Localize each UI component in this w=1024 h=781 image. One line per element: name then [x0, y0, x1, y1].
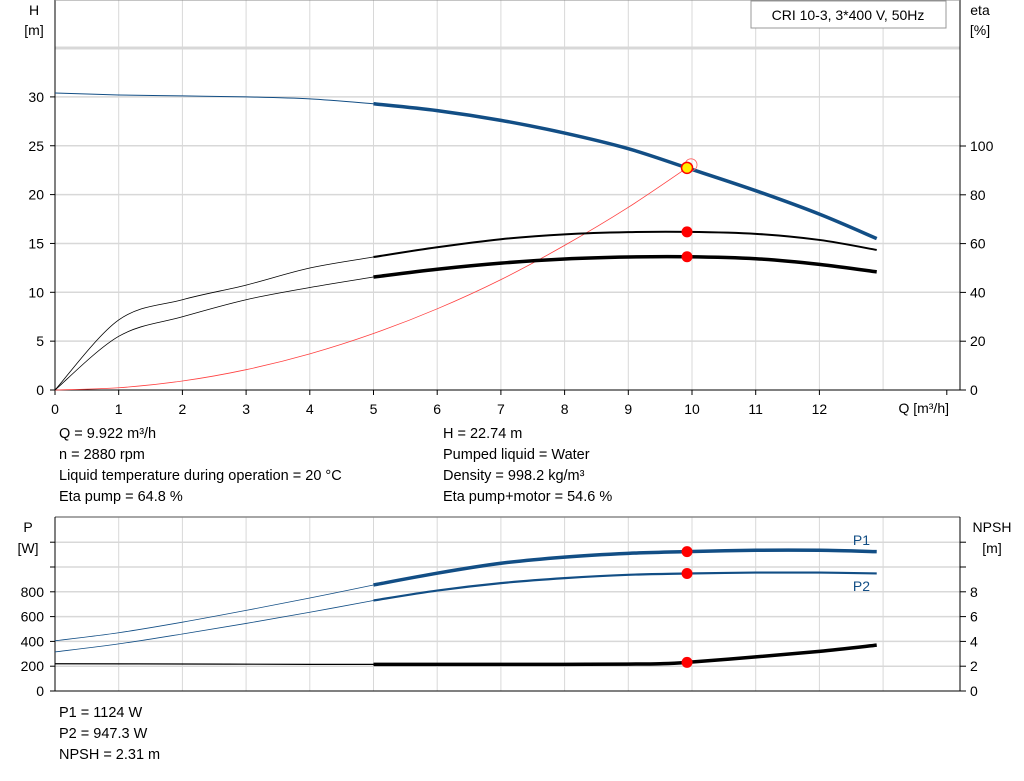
- info-top-right: H = 22.74 m Pumped liquid = Water Densit…: [443, 424, 612, 508]
- y-axis-label-right: NPSH: [973, 519, 1012, 535]
- y-tick-label-left: 0: [36, 382, 44, 398]
- eta-pump-curve: [373, 230, 877, 259]
- x-tick-label: 6: [433, 401, 441, 417]
- info-speed: n = 2880 rpm: [59, 447, 145, 463]
- info-temperature: Liquid temperature during operation = 20…: [59, 468, 342, 484]
- y-tick-label-right: 20: [970, 333, 986, 349]
- y-tick-label-right: 60: [970, 236, 986, 252]
- info-top-left: Q = 9.922 m³/h n = 2880 rpm Liquid tempe…: [59, 424, 342, 508]
- y-tick-label-left: 600: [21, 609, 45, 625]
- y-axis-label-left: H: [29, 2, 39, 18]
- info-eta-pump-motor: Eta pump+motor = 54.6 %: [443, 489, 613, 505]
- y-tick-label-left: 800: [21, 584, 45, 600]
- duty-point-head: [680, 161, 694, 175]
- info-head: H = 22.74 m: [443, 426, 523, 442]
- y-tick-label-left: 400: [21, 633, 45, 649]
- y-tick-label-left: 15: [28, 235, 44, 251]
- x-tick-label: 11: [748, 401, 763, 417]
- y-tick-label-left: 5: [36, 333, 44, 349]
- y-tick-label-left: 0: [36, 683, 44, 699]
- duty-point-p1: [681, 546, 693, 558]
- y-tick-label-right: 6: [970, 609, 978, 625]
- y-tick-label-left: 10: [28, 284, 44, 300]
- p1-curve: [373, 548, 877, 587]
- x-tick-label: 3: [242, 401, 250, 417]
- y-tick-label-right: 80: [970, 187, 986, 203]
- info-p1: P1 = 1124 W: [59, 705, 143, 721]
- x-tick-label: 0: [51, 401, 59, 417]
- info-npsh: NPSH = 2.31 m: [59, 747, 161, 763]
- info-liquid: Pumped liquid = Water: [443, 447, 590, 463]
- y-tick-label-left: 30: [28, 89, 44, 105]
- y-tick-label-right: 0: [970, 382, 978, 398]
- y-tick-label-left: 20: [28, 187, 44, 203]
- x-tick-label: 2: [179, 401, 187, 417]
- x-tick-label: 12: [812, 401, 828, 417]
- p2-label: P2: [853, 578, 870, 594]
- head-curve: [373, 101, 878, 241]
- p2-curve: [373, 571, 877, 602]
- x-tick-label: 9: [624, 401, 632, 417]
- eta-pump-motor-curve: [373, 254, 877, 279]
- y-axis-label-left: P: [23, 519, 32, 535]
- info-density: Density = 998.2 kg/m³: [443, 468, 585, 484]
- info-flow: Q = 9.922 m³/h: [59, 426, 157, 442]
- y-axis-label-left-unit: [m]: [24, 22, 43, 38]
- npsh-curve: [373, 643, 877, 667]
- eta-pump-motor-curve-thin: [54, 276, 374, 391]
- head-curve-thin: [54, 92, 374, 105]
- y-axis-label-right-unit: [%]: [970, 22, 990, 38]
- x-tick-label: 7: [497, 401, 505, 417]
- y-tick-label-right: 100: [970, 138, 994, 154]
- info-p2: P2 = 947.3 W: [59, 726, 148, 742]
- y-tick-label-right: 40: [970, 284, 986, 300]
- y-tick-label-left: 200: [21, 658, 45, 674]
- duty-point-npsh: [681, 656, 693, 668]
- y-axis-label-left-unit: [W]: [18, 540, 39, 556]
- x-tick-label: 4: [306, 401, 314, 417]
- duty-point-p2: [681, 568, 693, 580]
- y-tick-label-right: 0: [970, 683, 978, 699]
- info-bottom: P1 = 1124 W P2 = 947.3 W NPSH = 2.31 m: [59, 703, 160, 766]
- x-tick-label: 1: [115, 401, 123, 417]
- y-tick-label-right: 4: [970, 633, 978, 649]
- x-tick-label: 8: [561, 401, 569, 417]
- info-eta-pump: Eta pump = 64.8 %: [59, 489, 183, 505]
- y-tick-label-right: 8: [970, 584, 978, 600]
- p1-curve-thin: [54, 584, 374, 642]
- system-curve: [54, 167, 688, 391]
- npsh-curve-thin: [54, 663, 374, 665]
- title-box: [750, 0, 947, 29]
- p2-curve-thin: [54, 600, 374, 653]
- duty-point-eta-pump-motor: [681, 251, 693, 263]
- p1-label: P1: [853, 532, 870, 548]
- y-tick-label-right: 2: [970, 658, 978, 674]
- y-tick-label-left: 25: [28, 138, 44, 154]
- chart-title: CRI 10-3, 3*400 V, 50Hz: [772, 7, 925, 23]
- duty-point-eta-pump: [681, 226, 693, 238]
- x-tick-label: 10: [684, 401, 700, 417]
- y-axis-label-right-unit: [m]: [982, 540, 1001, 556]
- x-axis-label: Q [m³/h]: [898, 400, 949, 416]
- eta-pump-curve-thin: [54, 256, 374, 391]
- y-axis-label-right: eta: [970, 2, 990, 18]
- x-tick-label: 5: [370, 401, 378, 417]
